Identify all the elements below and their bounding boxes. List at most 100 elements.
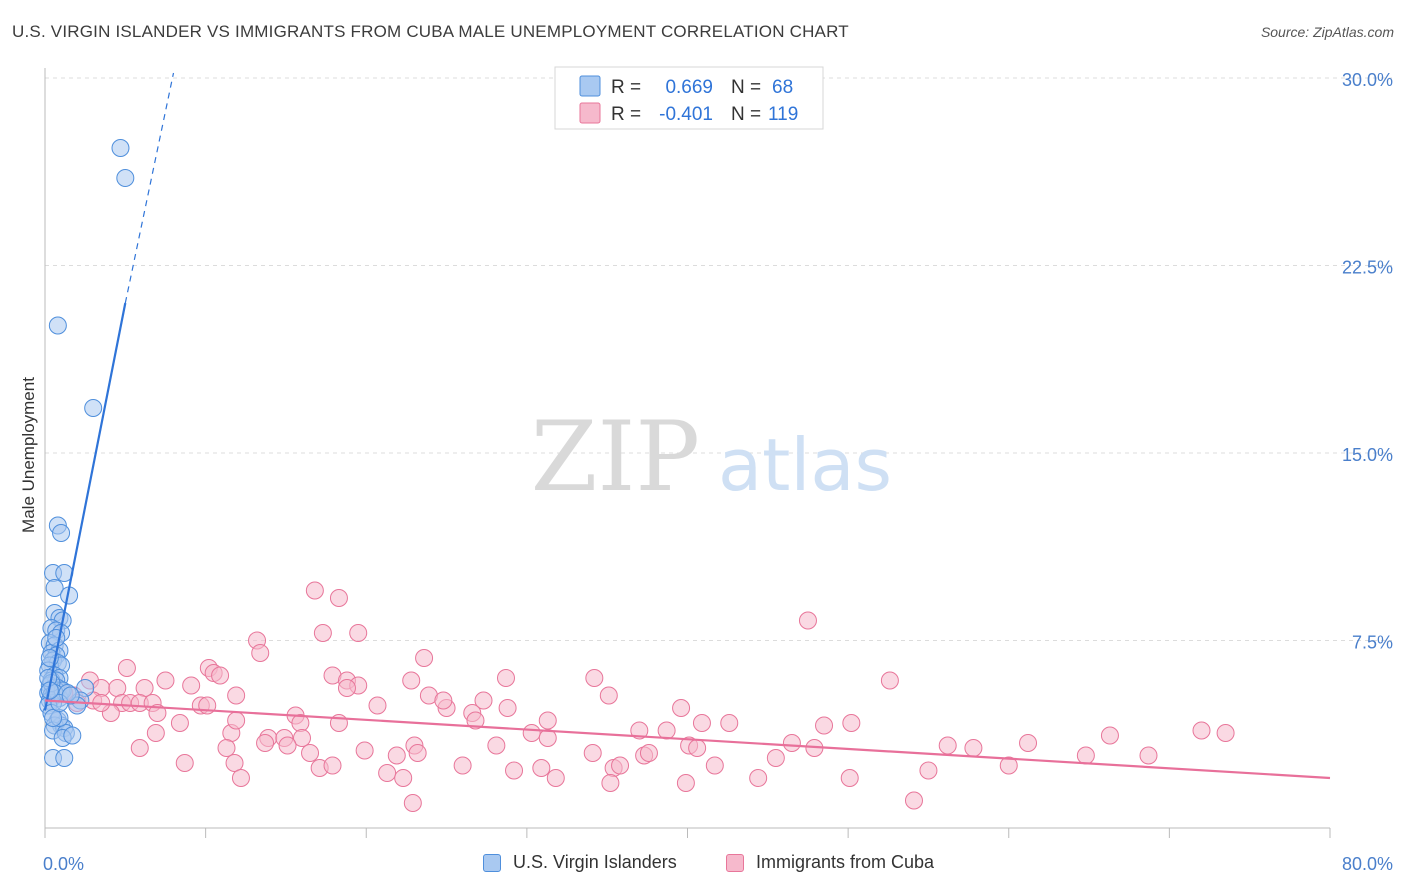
legend-swatch-virgin-islanders [483, 853, 501, 872]
data-point-cuba [919, 761, 938, 780]
data-point-cuba [135, 679, 154, 697]
data-point-cuba [474, 691, 493, 710]
data-point-cuba [108, 679, 127, 697]
data-point-cuba [798, 611, 817, 630]
y-tick-label: 22.5% [1342, 258, 1393, 278]
data-point-virgin-islanders [47, 629, 66, 647]
watermark-atlas: atlas [718, 423, 892, 507]
data-point-cuba [408, 744, 427, 762]
legend-n-value-2: 119 [768, 104, 798, 125]
data-point-cuba [657, 721, 676, 740]
data-point-cuba [692, 714, 711, 732]
legend-label-cuba: Immigrants from Cuba [756, 852, 935, 872]
data-point-cuba [538, 729, 557, 747]
data-point-cuba [117, 659, 136, 677]
data-point-cuba [256, 734, 275, 752]
data-point-cuba [1192, 721, 1211, 740]
data-point-cuba [402, 671, 421, 690]
data-point-cuba [453, 756, 472, 775]
data-point-cuba [964, 739, 983, 757]
series-cuba-points [44, 581, 1235, 812]
data-point-cuba [599, 686, 618, 705]
x-tick-label: 80.0% [1342, 854, 1393, 874]
trend-lines [43, 72, 1331, 780]
data-point-cuba [217, 739, 236, 757]
watermark-zip: ZIP [531, 401, 700, 513]
data-point-cuba [672, 699, 691, 717]
data-point-cuba [782, 734, 801, 752]
legend-label-virgin-islanders: U.S. Virgin Islanders [513, 852, 677, 872]
data-point-cuba [434, 691, 453, 710]
data-point-virgin-islanders [52, 524, 71, 542]
data-point-cuba [227, 711, 246, 730]
data-point-virgin-islanders [116, 169, 135, 187]
data-point-virgin-islanders [61, 686, 80, 705]
data-point-cuba [766, 749, 785, 767]
data-point-cuba [749, 769, 768, 787]
data-point-cuba [378, 764, 397, 782]
data-point-cuba [466, 711, 485, 730]
data-point-cuba [415, 649, 434, 667]
data-point-virgin-islanders [48, 316, 67, 335]
data-point-cuba [1019, 734, 1038, 752]
data-point-cuba [880, 671, 899, 690]
data-point-cuba [146, 724, 165, 742]
legend-r-value-1: 0.669 [665, 77, 713, 98]
series-virgin-islanders-points [39, 139, 135, 767]
data-point-virgin-islanders [111, 139, 130, 157]
data-point-cuba [585, 669, 604, 687]
data-point-cuba [639, 744, 658, 762]
data-point-cuba [842, 714, 861, 732]
data-point-cuba [148, 704, 167, 722]
data-point-cuba [278, 736, 297, 755]
data-point-cuba [170, 714, 189, 732]
data-point-cuba [1076, 746, 1095, 765]
data-point-cuba [840, 769, 859, 787]
source-credit: Source: ZipAtlas.com [1260, 24, 1394, 40]
data-point-cuba [293, 729, 311, 747]
data-point-cuba [368, 696, 387, 715]
y-tick-label: 30.0% [1342, 70, 1393, 90]
data-point-cuba [156, 671, 175, 690]
data-point-cuba [904, 791, 923, 810]
data-point-cuba [487, 736, 506, 755]
data-point-virgin-islanders [45, 579, 64, 597]
legend-n-value-1: 68 [772, 77, 793, 98]
data-point-cuba [705, 756, 724, 775]
data-point-cuba [1139, 746, 1158, 765]
data-point-cuba [227, 686, 246, 705]
data-point-cuba [329, 589, 348, 607]
data-point-cuba [337, 679, 356, 697]
data-point-cuba [688, 739, 707, 757]
data-point-cuba [313, 624, 332, 642]
data-point-cuba [323, 756, 342, 775]
trend-line-virgin-islanders [43, 302, 127, 711]
legend-r-value-2: -0.401 [659, 104, 713, 125]
data-point-cuba [301, 744, 320, 762]
data-point-cuba [498, 699, 517, 717]
data-point-virgin-islanders [44, 709, 63, 727]
legend-r-label-1: R = [611, 77, 641, 98]
legend-r-label-2: R = [611, 104, 641, 125]
data-point-cuba [175, 754, 194, 772]
legend-swatch-pink [579, 102, 601, 124]
data-point-cuba [305, 581, 324, 600]
legend-swatch-cuba [726, 853, 744, 872]
legend-n-label-2: N = [731, 104, 761, 125]
data-point-cuba [601, 774, 620, 792]
legend-swatch-blue [579, 75, 601, 97]
data-point-cuba [1216, 724, 1235, 742]
data-point-cuba [583, 744, 602, 762]
chart-title: U.S. VIRGIN ISLANDER VS IMMIGRANTS FROM … [12, 22, 849, 41]
grid-lines [45, 77, 1392, 641]
data-point-cuba [815, 716, 834, 735]
data-point-cuba [1100, 726, 1119, 745]
data-point-cuba [676, 774, 695, 792]
data-point-cuba [999, 756, 1018, 775]
data-point-cuba [394, 769, 413, 787]
stats-legend: R = 0.669 N = 68 R = -0.401 N = 119 [554, 66, 824, 130]
data-point-cuba [349, 624, 368, 642]
x-tick-label: 0.0% [43, 854, 84, 874]
legend-item-virgin-islanders: U.S. Virgin Islanders [483, 852, 677, 873]
